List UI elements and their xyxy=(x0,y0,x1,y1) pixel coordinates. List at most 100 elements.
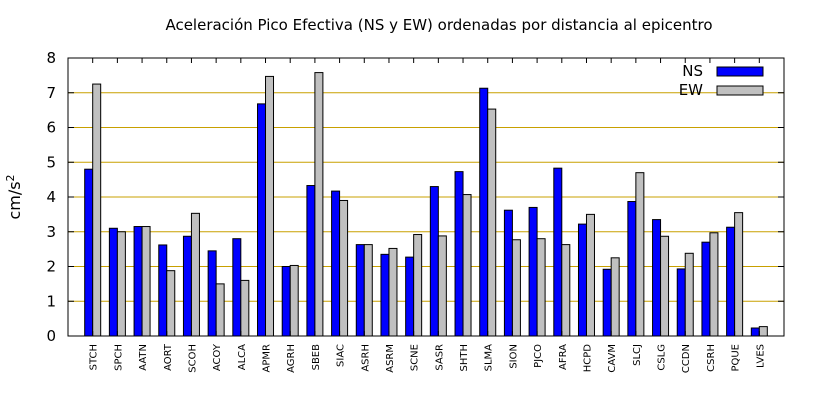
y-tick-label: 1 xyxy=(46,292,56,310)
bar-ew-asrh xyxy=(363,244,373,337)
gridlines xyxy=(68,92,784,302)
x-tick-label-alca: ALCA xyxy=(237,344,248,370)
x-tick-label-slma: SLMA xyxy=(484,344,495,372)
y-tick-label: 0 xyxy=(46,327,56,345)
x-tick-label-cslg: CSLG xyxy=(657,344,668,371)
chart-title: Aceleración Pico Efectiva (NS y EW) orde… xyxy=(165,16,712,34)
bar-ew-ccdn xyxy=(684,252,694,337)
bar-ew-pjco xyxy=(536,238,546,337)
y-ticks: 0 1 2 3 4 5 6 7 8 xyxy=(46,49,784,345)
bar-ew-aort xyxy=(166,270,176,337)
bar-ew-csrh xyxy=(709,232,719,337)
bar-ew-scoh xyxy=(190,212,200,337)
x-tick-label-shth: SHTH xyxy=(459,344,470,372)
bar-ew-apmr xyxy=(265,75,275,337)
bar-ew-lves xyxy=(758,326,768,337)
x-tick-label-slcj: SLCJ xyxy=(632,344,643,366)
bar-ns-siac xyxy=(331,190,341,337)
x-tick-label-acoy: ACOY xyxy=(212,343,223,371)
bars xyxy=(84,72,768,337)
bar-ew-afra xyxy=(561,244,571,337)
bar-ew-spch xyxy=(116,231,126,337)
bar-ns-ccdn xyxy=(676,268,686,337)
bar-ns-alca xyxy=(232,238,242,337)
legend: NS EW xyxy=(679,62,764,99)
x-tick-label-scne: SCNE xyxy=(410,344,421,371)
bar-ew-scne xyxy=(413,234,423,337)
bar-ew-pque xyxy=(734,212,744,337)
bar-ns-spch xyxy=(108,227,118,337)
bar-ns-cavm xyxy=(602,268,612,337)
legend-label-ns: NS xyxy=(682,62,703,80)
bar-ew-sbeb xyxy=(314,72,324,337)
bar-ns-cslg xyxy=(652,219,662,337)
y-tick-label: 2 xyxy=(46,258,56,276)
x-tick-label-sbeb: SBEB xyxy=(311,344,322,371)
bar-ns-lves xyxy=(750,327,760,337)
x-tick-label-asrh: ASRH xyxy=(360,344,371,372)
y-tick-label: 4 xyxy=(46,188,56,206)
bar-ns-hcpd xyxy=(577,223,587,337)
bar-ns-stch xyxy=(84,168,94,337)
x-tick-labels: STCH SPCH AATN AORT SCOH ACOY ALCA APMR AGRH SBEB… xyxy=(89,343,767,373)
bar-ns-agrh xyxy=(281,266,291,337)
plot-frame xyxy=(67,57,785,337)
bar-ew-sion xyxy=(511,239,521,337)
bar-ew-hcpd xyxy=(585,213,595,337)
bar-ns-shth xyxy=(454,171,464,337)
x-tick-label-afra: AFRA xyxy=(558,344,569,370)
y-tick-label: 5 xyxy=(46,153,56,171)
bar-ns-sion xyxy=(503,209,513,337)
bar-ns-afra xyxy=(553,167,563,337)
bar-ns-pjco xyxy=(528,206,538,337)
x-tick-label-ccdn: CCDN xyxy=(681,344,692,373)
x-tick-label-hcpd: HCPD xyxy=(582,344,593,373)
bar-ew-slma xyxy=(487,108,497,337)
y-axis-label-unit: cm/s xyxy=(5,181,24,219)
legend-swatch-ew xyxy=(716,85,764,96)
y-tick-label: 6 xyxy=(46,119,56,137)
bar-ns-aort xyxy=(158,244,168,337)
bar-ns-sasr xyxy=(429,186,439,337)
x-tick-label-siac: SIAC xyxy=(336,344,347,367)
legend-label-ew: EW xyxy=(679,81,703,99)
bar-ew-shth xyxy=(462,194,472,337)
bar-ew-acoy xyxy=(215,283,225,337)
bar-ns-scoh xyxy=(182,235,192,337)
x-tick-label-pque: PQUE xyxy=(731,344,742,372)
y-tick-label: 3 xyxy=(46,223,56,241)
bar-ns-csrh xyxy=(701,241,711,337)
x-tick-label-aort: AORT xyxy=(163,343,174,371)
y-tick-label: 7 xyxy=(46,84,56,102)
x-tick-label-asrm: ASRM xyxy=(385,344,396,373)
y-axis-label: cm/s2 xyxy=(4,174,24,219)
bar-ew-aatn xyxy=(141,226,151,337)
bar-ns-sbeb xyxy=(306,185,316,337)
bar-ns-slma xyxy=(479,87,489,337)
bar-ns-asrh xyxy=(355,244,365,337)
legend-swatch-ns xyxy=(716,66,764,77)
bar-ew-slcj xyxy=(635,172,645,337)
bar-ew-cslg xyxy=(660,235,670,337)
x-tick-label-lves: LVES xyxy=(755,344,766,368)
bar-ns-slcj xyxy=(627,201,637,337)
bar-ns-pque xyxy=(726,226,736,337)
bar-ew-siac xyxy=(339,199,349,337)
bar-ns-acoy xyxy=(207,250,217,337)
x-tick-label-scoh: SCOH xyxy=(187,344,198,373)
bar-ew-sasr xyxy=(437,235,447,337)
bar-ew-stch xyxy=(92,83,102,337)
bar-ew-alca xyxy=(240,279,250,337)
y-tick-label: 8 xyxy=(46,49,56,67)
x-tick-label-agrh: AGRH xyxy=(286,344,297,373)
bar-ew-asrm xyxy=(388,247,398,337)
x-tick-label-stch: STCH xyxy=(89,344,100,370)
x-tick-label-sasr: SASR xyxy=(434,344,445,371)
x-tick-label-aatn: AATN xyxy=(138,344,149,371)
bar-ns-asrm xyxy=(380,253,390,337)
x-tick-label-csrh: CSRH xyxy=(706,344,717,372)
bar-ew-cavm xyxy=(610,257,620,337)
x-tick-label-pjco: PJCO xyxy=(533,344,544,368)
